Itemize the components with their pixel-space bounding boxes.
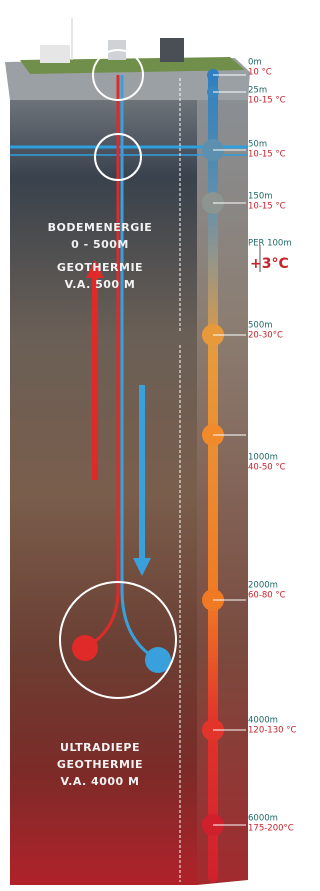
temp-label: 20-30°C	[248, 331, 283, 341]
temp-label: 10-15 °C	[248, 150, 286, 160]
depth-label: 50m	[248, 140, 267, 150]
gradient-label: PER 100m	[248, 239, 292, 249]
zone-label: V.A. 500 M	[65, 278, 136, 291]
gradient-value: +3°C	[250, 256, 289, 272]
temp-label: 10 °C	[248, 68, 272, 78]
depth-label: 6000m	[248, 814, 278, 824]
depth-label: 500m	[248, 321, 273, 331]
zone-label: V.A. 4000 M	[61, 775, 140, 788]
depth-label: 0m	[248, 58, 262, 68]
temp-label: 120-130 °C	[248, 726, 296, 736]
temp-label: 60-80 °C	[248, 591, 286, 601]
zone-label: 0 - 500M	[71, 238, 129, 251]
infographic: BODEMENERGIE 0 - 500M GEOTHERMIE V.A. 500 M…	[0, 0, 303, 891]
temp-label: 10-15 °C	[248, 202, 286, 212]
depth-label: 4000m	[248, 716, 278, 726]
zone-label: GEOTHERMIE	[57, 758, 143, 771]
depth-label: 1000m	[248, 453, 278, 463]
zone-label: GEOTHERMIE	[57, 261, 143, 274]
temp-label: 10-15 °C	[248, 96, 286, 106]
temp-label: 175-200°C	[248, 824, 294, 834]
depth-label: 150m	[248, 192, 273, 202]
gradient-note: PER 100m +3°C	[248, 239, 292, 273]
temp-label: 40-50 °C	[248, 463, 286, 473]
zone-label: BODEMENERGIE	[48, 221, 153, 234]
depth-label: 2000m	[248, 581, 278, 591]
depth-label: 25m	[248, 86, 267, 96]
zone-label: ULTRADIEPE	[60, 741, 140, 754]
